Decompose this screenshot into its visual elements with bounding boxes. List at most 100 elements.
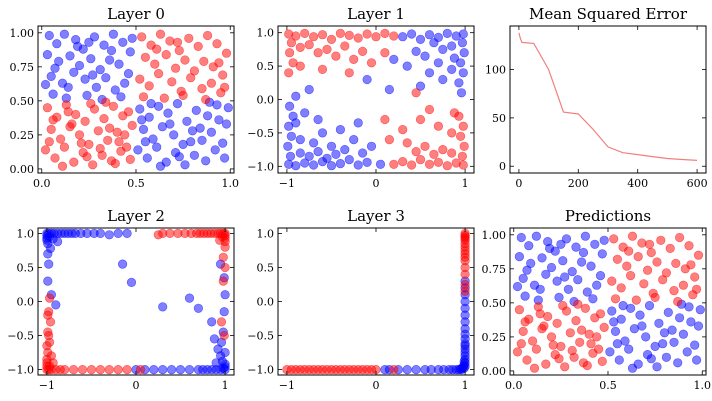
scatter-point [456, 88, 467, 98]
y-tick-label: 0.50 [10, 95, 35, 108]
scatter-point [460, 341, 470, 351]
scatter-point [407, 160, 417, 170]
scatter-point [402, 61, 412, 71]
scatter-point [586, 339, 596, 349]
scatter-point [624, 246, 634, 256]
scatter-point [89, 32, 100, 42]
y-tick-label: 0.25 [482, 331, 507, 344]
scatter-point [135, 104, 145, 114]
scatter-point [597, 249, 607, 259]
scatter-point [693, 321, 704, 331]
scatter-point [219, 307, 229, 317]
chart-title: Layer 1 [347, 5, 405, 23]
scatter-point [575, 337, 585, 347]
scatter-point [561, 234, 572, 244]
scatter-point [358, 46, 368, 57]
scatter-point [172, 98, 183, 109]
y-tick-label: 0.0 [257, 94, 275, 107]
scatter-point [309, 160, 319, 170]
scatter-point [167, 365, 177, 375]
scatter-point [641, 332, 651, 342]
scatter-point [458, 121, 468, 131]
scatter-point [285, 48, 295, 58]
scatter-point [180, 55, 190, 65]
scatter-point [460, 232, 470, 242]
scatter-point [460, 286, 470, 296]
scatter-point [558, 301, 568, 311]
scatter-point [552, 318, 562, 328]
scatter-point [187, 126, 198, 136]
scatter-point [286, 131, 297, 141]
scatter-point [206, 78, 216, 88]
scatter-point [415, 34, 426, 45]
scatter-point [582, 360, 592, 371]
scatter-point [84, 37, 94, 47]
x-tick-label: 0.0 [505, 379, 523, 392]
scatter-point [424, 104, 435, 115]
scatter-point [438, 74, 448, 85]
scatter-point [46, 124, 56, 134]
scatter-point [146, 98, 156, 109]
scatter-point [195, 123, 205, 133]
scatter-point [639, 279, 649, 289]
scatter-point [300, 28, 310, 39]
scatter-point [140, 137, 150, 147]
x-tick-label: 1 [222, 379, 229, 392]
scatter-point [283, 141, 293, 151]
scatter-point [182, 116, 192, 126]
y-tick-label: 0.75 [10, 61, 35, 74]
scatter-point [671, 258, 681, 269]
scatter-point [362, 29, 372, 39]
scatter-point [652, 362, 662, 372]
scatter-point [206, 127, 216, 137]
x-tick-label: −1 [39, 379, 55, 392]
scatter-point [389, 365, 399, 375]
y-tick-label: −0.5 [247, 127, 274, 140]
scatter-point [599, 322, 609, 333]
scatter-point [366, 58, 377, 68]
scatter-point [163, 108, 173, 118]
scatter-point [331, 51, 341, 61]
scatter-point [518, 326, 528, 337]
scatter-point [457, 151, 468, 161]
scatter-point [558, 256, 568, 266]
x-tick-label: 0 [373, 379, 380, 392]
scatter-point [646, 247, 656, 258]
scatter-point [69, 157, 79, 167]
scatter-point [80, 74, 90, 84]
scatter-point [546, 262, 557, 273]
scatter-point [140, 52, 150, 62]
scatter-point [326, 161, 337, 171]
scatter-point [155, 161, 166, 171]
scatter-point [152, 44, 162, 54]
scatter-point [588, 348, 598, 358]
scatter-point [326, 141, 337, 151]
scatter-point [616, 283, 626, 293]
scatter-point [522, 265, 532, 275]
scatter-point [353, 33, 363, 43]
scatter-point [221, 48, 232, 58]
scatter-point [433, 58, 444, 68]
scatter-point [644, 239, 655, 249]
scatter-point [340, 145, 350, 155]
scatter-point [586, 261, 596, 271]
chart-layer0: Layer 0 0.0 0.5 1.0 0.00 0.25 0.50 0.75 1.00 [10, 5, 239, 190]
scatter-point [118, 37, 128, 47]
scatter-point [216, 317, 227, 327]
scatter-point [459, 141, 469, 151]
scatter-point [695, 305, 705, 315]
scatter-point [451, 158, 461, 168]
scatter-point [595, 309, 606, 319]
scatter-point [605, 347, 615, 357]
scatter-point [295, 42, 305, 53]
scatter-point [582, 287, 592, 297]
scatter-point [52, 237, 63, 247]
scatter-point [686, 260, 696, 270]
x-tick-label: 1 [462, 177, 469, 190]
scatter-point [154, 68, 164, 79]
scatter-point [95, 64, 105, 75]
scatter-point [411, 46, 421, 57]
plot-area [42, 228, 230, 375]
scatter-point [300, 108, 310, 118]
scatter-point [99, 40, 109, 50]
